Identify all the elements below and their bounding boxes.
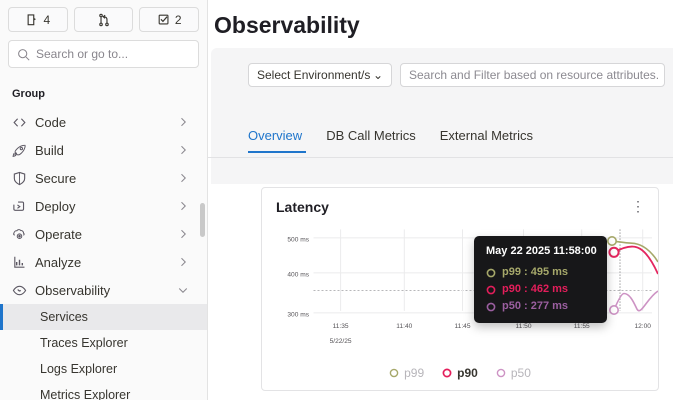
svg-text:400 ms: 400 ms: [287, 272, 309, 279]
svg-text:11:50: 11:50: [515, 323, 531, 330]
svg-text:300 ms: 300 ms: [287, 312, 309, 319]
svg-text:11:55: 11:55: [574, 323, 590, 330]
svg-text:5/22/25: 5/22/25: [330, 338, 352, 345]
svg-text:500 ms: 500 ms: [287, 237, 309, 244]
svg-text:11:40: 11:40: [396, 323, 412, 330]
svg-text:11:45: 11:45: [454, 323, 470, 330]
svg-text:12:00: 12:00: [634, 323, 651, 330]
svg-text:11:35: 11:35: [333, 323, 349, 330]
